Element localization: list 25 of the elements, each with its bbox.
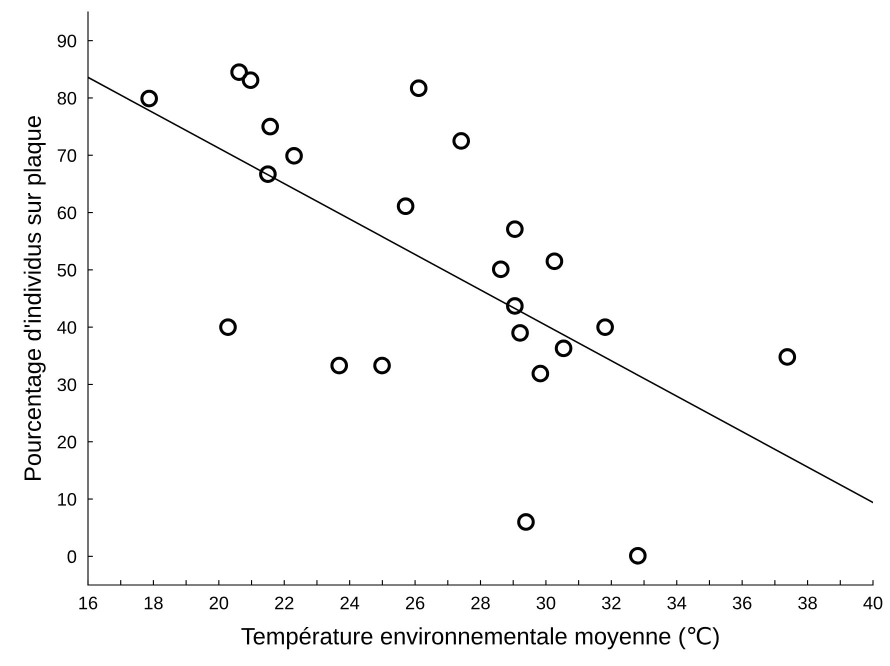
x-tick-label: 34 [667, 596, 686, 610]
x-tick-label: 20 [210, 596, 228, 610]
x-tick-label: 22 [275, 596, 294, 610]
y-tick-label: 50 [58, 264, 76, 277]
x-tick-label: 30 [536, 596, 556, 610]
y-tick-label: 90 [58, 34, 76, 48]
y-tick-label: 10 [58, 492, 76, 506]
x-tick-label: 18 [144, 596, 163, 610]
x-axis-title: Température environnementale moyenne (℃) [241, 626, 719, 650]
y-tick-label: 80 [58, 92, 76, 105]
y-tick-label: 0 [68, 550, 76, 564]
x-tick-label: 26 [406, 596, 424, 610]
x-tick-label: 36 [732, 596, 752, 610]
y-tick-label: 20 [58, 436, 76, 448]
x-tick-label: 28 [471, 596, 490, 610]
y-tick-label: 40 [57, 321, 76, 334]
x-tick-label: 38 [798, 596, 817, 610]
y-axis-title: Pourcentage d'individus sur plaque [24, 116, 46, 480]
y-tick-label: 30 [57, 378, 76, 392]
x-tick-label: 32 [602, 596, 620, 610]
y-tick-label: 70 [58, 149, 76, 162]
y-tick-label: 60 [58, 206, 76, 220]
x-tick-label: 24 [340, 596, 360, 610]
x-tick-label: 40 [863, 596, 882, 610]
x-tick-label: 16 [79, 596, 98, 610]
